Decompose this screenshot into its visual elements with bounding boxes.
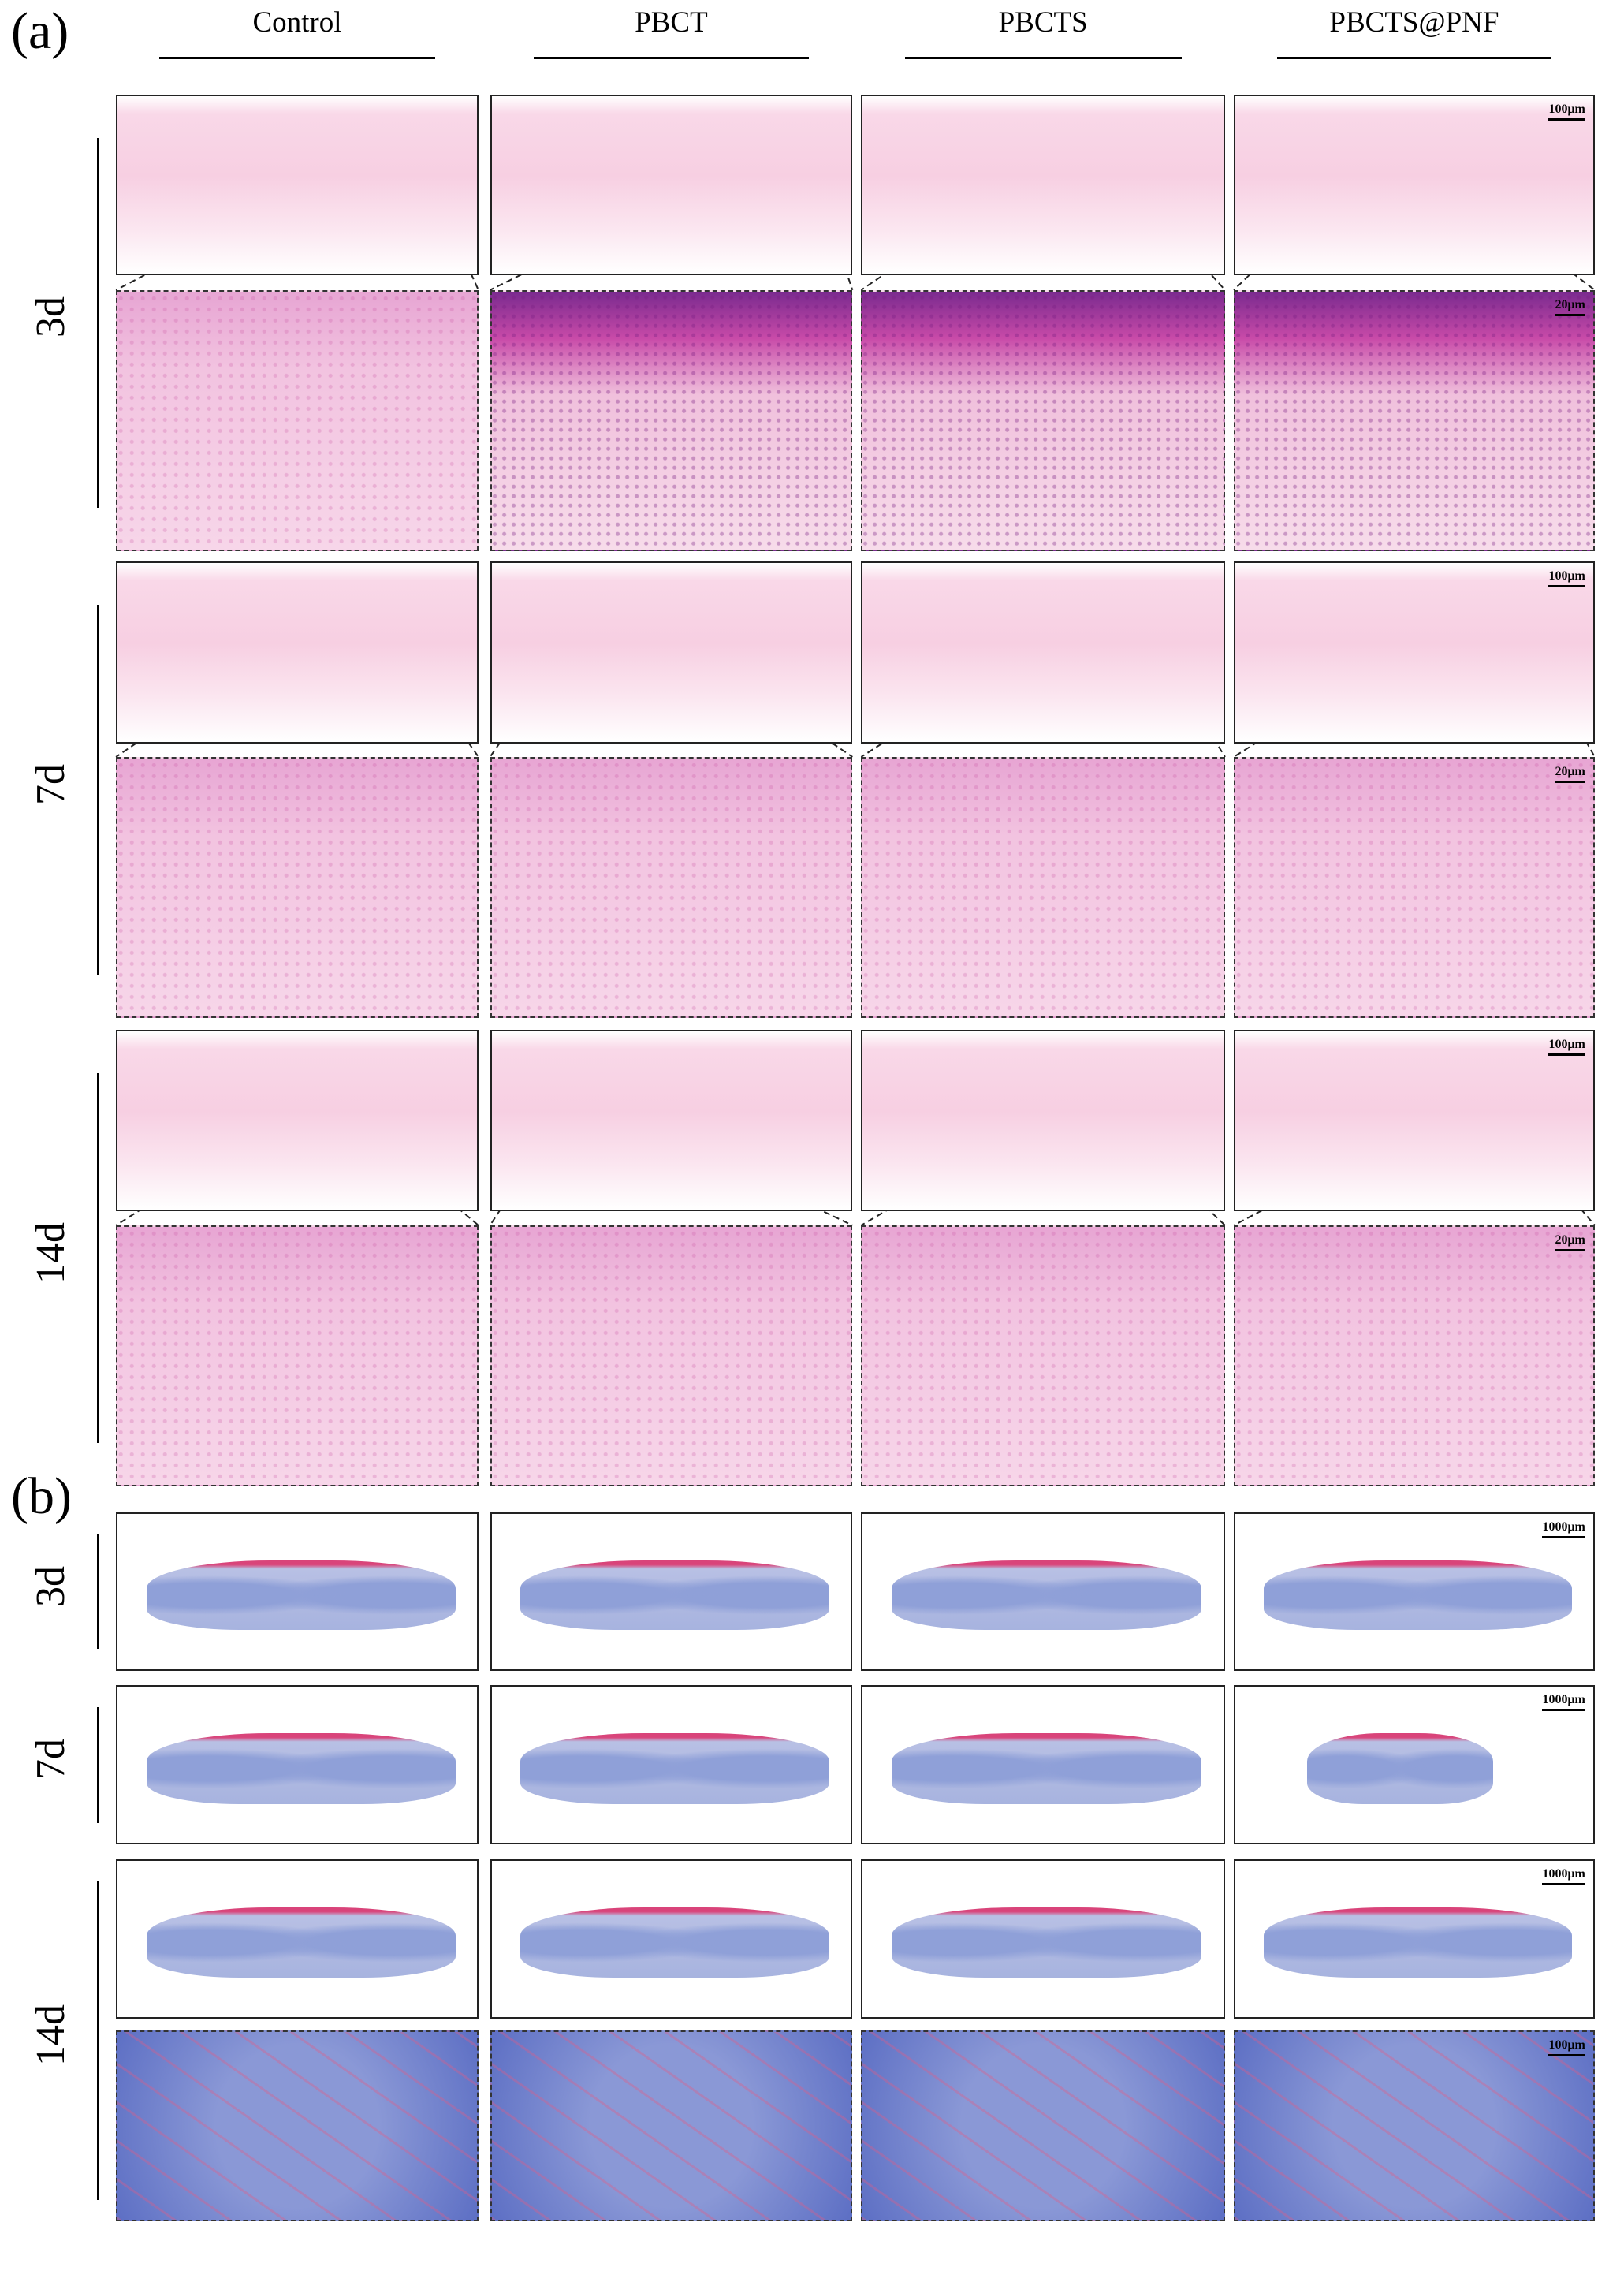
histology-zoom bbox=[116, 756, 479, 1018]
column-header: PBCT bbox=[635, 6, 708, 39]
tissue bbox=[1306, 1733, 1493, 1804]
tissue bbox=[891, 1560, 1202, 1631]
histology-zoom: 20μm bbox=[1233, 1225, 1595, 1486]
histology-overview bbox=[861, 561, 1225, 744]
histology-overview: 100μm bbox=[1233, 94, 1595, 276]
tissue bbox=[146, 1560, 456, 1631]
row-divider bbox=[97, 1881, 100, 2200]
histology-zoom bbox=[490, 1225, 853, 1486]
tissue bbox=[1264, 1560, 1572, 1631]
scale-bar: 100μm bbox=[1548, 1038, 1585, 1056]
masson-overview: 1000μm bbox=[1233, 1859, 1595, 2019]
row-divider bbox=[97, 604, 100, 975]
scale-bar: 1000μm bbox=[1542, 1693, 1585, 1711]
column-header: Control bbox=[252, 6, 342, 39]
histology-zoom bbox=[861, 289, 1225, 551]
row-label: 14d bbox=[28, 1221, 73, 1284]
scale-bar: 20μm bbox=[1555, 298, 1585, 316]
column-header: PBCTS bbox=[998, 6, 1088, 39]
tissue bbox=[891, 1733, 1202, 1804]
masson-overview bbox=[490, 1859, 853, 2019]
masson-overview bbox=[861, 1512, 1225, 1671]
tissue bbox=[891, 1907, 1202, 1978]
row-divider bbox=[97, 1072, 100, 1443]
scale-bar: 1000μm bbox=[1542, 1867, 1585, 1885]
masson-overview bbox=[116, 1512, 479, 1671]
histology-zoom: 20μm bbox=[1233, 756, 1595, 1018]
panel-label: (b) bbox=[11, 1467, 72, 1525]
header-underline bbox=[533, 56, 810, 59]
masson-overview bbox=[116, 1684, 479, 1845]
scale-bar: 20μm bbox=[1555, 765, 1585, 783]
row-label: 7d bbox=[28, 763, 73, 805]
histology-overview: 100μm bbox=[1233, 561, 1595, 744]
tissue bbox=[520, 1907, 829, 1978]
tissue bbox=[146, 1733, 456, 1804]
scale-bar: 100μm bbox=[1548, 569, 1585, 587]
histology-overview bbox=[861, 1029, 1225, 1211]
histology-overview bbox=[116, 1029, 479, 1211]
histology-zoom bbox=[490, 289, 853, 551]
histology-zoom bbox=[490, 756, 853, 1018]
scale-bar: 1000μm bbox=[1542, 1520, 1585, 1538]
panel-label: (a) bbox=[11, 2, 69, 60]
histology-overview bbox=[490, 1029, 853, 1211]
row-label: 3d bbox=[28, 296, 73, 338]
histology-overview bbox=[116, 561, 479, 744]
scale-bar: 100μm bbox=[1548, 103, 1585, 121]
histology-overview bbox=[116, 94, 479, 276]
histology-overview: 100μm bbox=[1233, 1029, 1595, 1211]
histology-zoom bbox=[861, 756, 1225, 1018]
scale-bar: 100μm bbox=[1548, 2038, 1585, 2056]
masson-zoom bbox=[490, 2030, 853, 2222]
column-header: PBCTS@PNF bbox=[1329, 6, 1499, 39]
row-divider bbox=[97, 137, 100, 508]
row-label: 3d bbox=[28, 1565, 73, 1607]
histology-zoom bbox=[861, 1225, 1225, 1486]
header-underline bbox=[1277, 56, 1551, 59]
masson-overview: 1000μm bbox=[1233, 1512, 1595, 1671]
histology-zoom bbox=[116, 289, 479, 551]
row-divider bbox=[97, 1706, 100, 1823]
masson-overview bbox=[861, 1859, 1225, 2019]
histology-overview bbox=[490, 94, 853, 276]
histology-overview bbox=[861, 94, 1225, 276]
masson-overview bbox=[116, 1859, 479, 2019]
histology-overview bbox=[490, 561, 853, 744]
masson-overview: 1000μm bbox=[1233, 1684, 1595, 1845]
tissue bbox=[146, 1907, 456, 1978]
masson-zoom bbox=[116, 2030, 479, 2222]
histology-zoom: 20μm bbox=[1233, 289, 1595, 551]
masson-overview bbox=[490, 1512, 853, 1671]
masson-zoom: 100μm bbox=[1233, 2030, 1595, 2222]
header-underline bbox=[904, 56, 1182, 59]
row-divider bbox=[97, 1534, 100, 1649]
tissue bbox=[520, 1733, 829, 1804]
tissue bbox=[520, 1560, 829, 1631]
row-label: 7d bbox=[28, 1739, 73, 1780]
scale-bar: 20μm bbox=[1555, 1233, 1585, 1251]
row-label: 14d bbox=[28, 2004, 73, 2066]
tissue bbox=[1264, 1907, 1572, 1978]
histology-zoom bbox=[116, 1225, 479, 1486]
header-underline bbox=[159, 56, 435, 59]
masson-overview bbox=[861, 1684, 1225, 1845]
masson-zoom bbox=[861, 2030, 1225, 2222]
masson-overview bbox=[490, 1684, 853, 1845]
